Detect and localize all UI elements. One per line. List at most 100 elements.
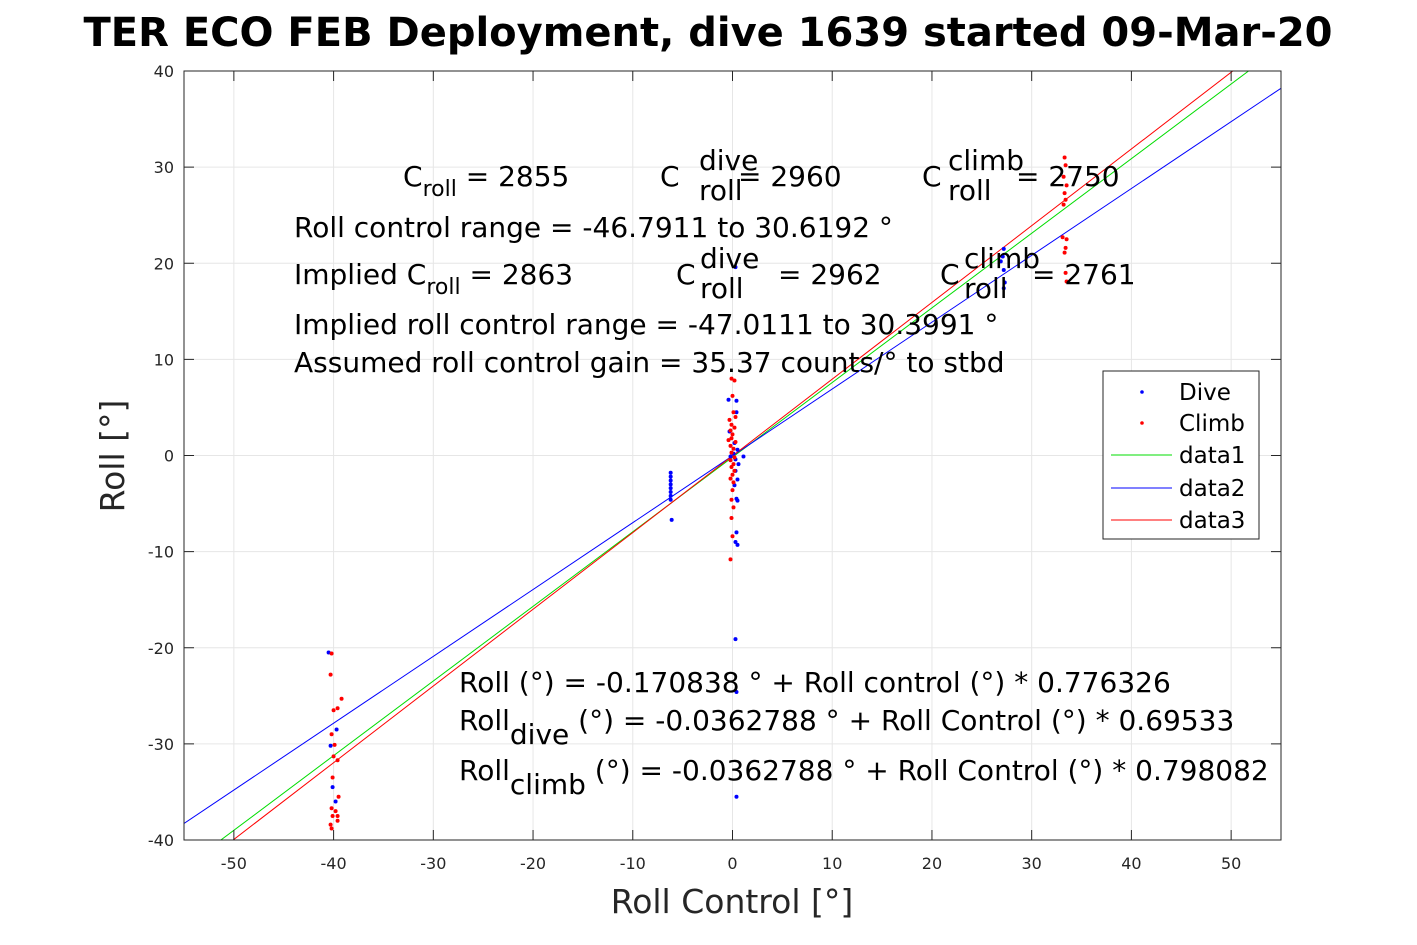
climb-point	[730, 393, 735, 398]
dive-point	[668, 490, 673, 495]
climb-point	[1062, 155, 1067, 160]
dive-point	[668, 486, 673, 491]
climb-point	[329, 826, 334, 831]
svg-text:C: C	[940, 258, 960, 291]
svg-text:C: C	[660, 160, 680, 193]
dive-point	[330, 785, 335, 790]
climb-point	[731, 410, 736, 415]
svg-text:C: C	[922, 160, 942, 193]
climb-point	[333, 809, 338, 814]
x-tick-label: -50	[221, 854, 247, 873]
svg-text:C: C	[676, 258, 696, 291]
svg-text:Croll = 2855: Croll = 2855	[403, 160, 569, 202]
x-tick-label: 30	[1022, 854, 1042, 873]
climb-point	[1064, 237, 1069, 242]
climb-point	[331, 754, 336, 759]
climb-point	[1064, 183, 1069, 188]
legend-dive-label: Dive	[1179, 380, 1231, 406]
dive-point	[741, 454, 746, 459]
dive-point	[668, 482, 673, 487]
climb-point	[1063, 245, 1068, 250]
climb-point	[728, 428, 733, 433]
climb-point	[330, 813, 335, 818]
climb-point	[336, 794, 341, 799]
x-tick-label: -20	[520, 854, 546, 873]
annotation-coefficients: Croll = 2855 C dive roll = 2960 C climb …	[403, 144, 1120, 207]
climb-point	[733, 440, 738, 445]
x-tick-label: 10	[822, 854, 842, 873]
climb-point	[726, 438, 731, 443]
annotation-implied-range: Implied roll control range = -47.0111 to…	[294, 308, 998, 341]
climb-point	[731, 462, 736, 467]
climb-point	[729, 497, 734, 502]
dive-point	[668, 493, 673, 498]
climb-point	[339, 696, 344, 701]
legend-data2-label: data2	[1179, 476, 1245, 502]
dive-point	[334, 727, 339, 732]
climb-point	[329, 806, 334, 811]
axis-ticks: -50 -40 -30 -20 -10 0 10 20 30 40 50 -40 -30 -20 -10 0 1…	[148, 62, 1281, 873]
y-tick-label: -40	[148, 831, 174, 850]
y-tick-label: 30	[154, 158, 174, 177]
climb-point	[329, 732, 334, 737]
svg-text:climb: climb	[948, 144, 1024, 177]
y-tick-label: -30	[148, 735, 174, 754]
y-tick-label: 10	[154, 350, 174, 369]
dive-point	[735, 498, 740, 503]
climb-point	[729, 436, 734, 441]
climb-point	[732, 468, 737, 473]
dive-point	[668, 474, 673, 479]
dive-point	[728, 454, 733, 459]
svg-text:roll: roll	[700, 272, 744, 305]
climb-point	[728, 443, 733, 448]
climb-point	[729, 515, 734, 520]
climb-point	[335, 813, 340, 818]
svg-text:roll: roll	[699, 174, 743, 207]
climb-point	[1064, 279, 1069, 284]
svg-text:dive: dive	[700, 242, 759, 275]
climb-point	[730, 432, 735, 437]
climb-point	[1062, 250, 1067, 255]
svg-text:= 2962: = 2962	[778, 258, 882, 291]
climb-point	[1063, 163, 1068, 168]
y-tick-label: 0	[164, 447, 174, 466]
climb-point	[329, 651, 334, 656]
climb-point	[331, 708, 336, 713]
climb-point	[728, 458, 733, 463]
annotation-fit-dive: Rolldive (°) = -0.0362788 ° + Roll Contr…	[459, 704, 1234, 751]
dive-point	[1001, 286, 1006, 291]
annotation-fit-overall: Roll (°) = -0.170838 ° + Roll control (°…	[459, 666, 1171, 699]
chart-title: TER ECO FEB Deployment, dive 1639 starte…	[83, 10, 1332, 56]
climb-point	[731, 480, 736, 485]
dive-point	[734, 794, 739, 799]
x-tick-label: -30	[420, 854, 446, 873]
climb-point	[1063, 197, 1068, 202]
legend-data1-label: data1	[1179, 443, 1245, 469]
dive-point	[735, 542, 740, 547]
dive-point	[1001, 267, 1006, 272]
climb-point	[335, 706, 340, 711]
dive-point	[734, 410, 739, 415]
y-axis-label: Roll [°]	[93, 400, 132, 513]
climb-point	[729, 465, 734, 470]
fit-line-data3	[232, 71, 1234, 840]
dive-point	[1002, 280, 1007, 285]
svg-text:= 2761: = 2761	[1032, 258, 1136, 291]
legend-dive-marker	[1140, 390, 1144, 394]
dive-point	[668, 470, 673, 475]
annotation-gain: Assumed roll control gain = 35.37 counts…	[294, 346, 1005, 379]
svg-text:= 2960: = 2960	[738, 160, 842, 193]
annotation-roll-control-range: Roll control range = -46.7911 to 30.6192…	[294, 211, 893, 244]
svg-text:Implied Croll = 2863: Implied Croll = 2863	[294, 258, 573, 300]
climb-point	[730, 488, 735, 493]
climb-point	[733, 415, 738, 420]
climb-point	[1060, 235, 1065, 240]
climb-point	[732, 425, 737, 430]
svg-text:roll: roll	[964, 272, 1008, 305]
dive-point	[736, 462, 741, 467]
x-tick-label: -10	[620, 854, 646, 873]
dive-point	[668, 478, 673, 483]
climb-point	[730, 472, 735, 477]
climb-point	[730, 534, 735, 539]
x-tick-label: 40	[1121, 854, 1141, 873]
